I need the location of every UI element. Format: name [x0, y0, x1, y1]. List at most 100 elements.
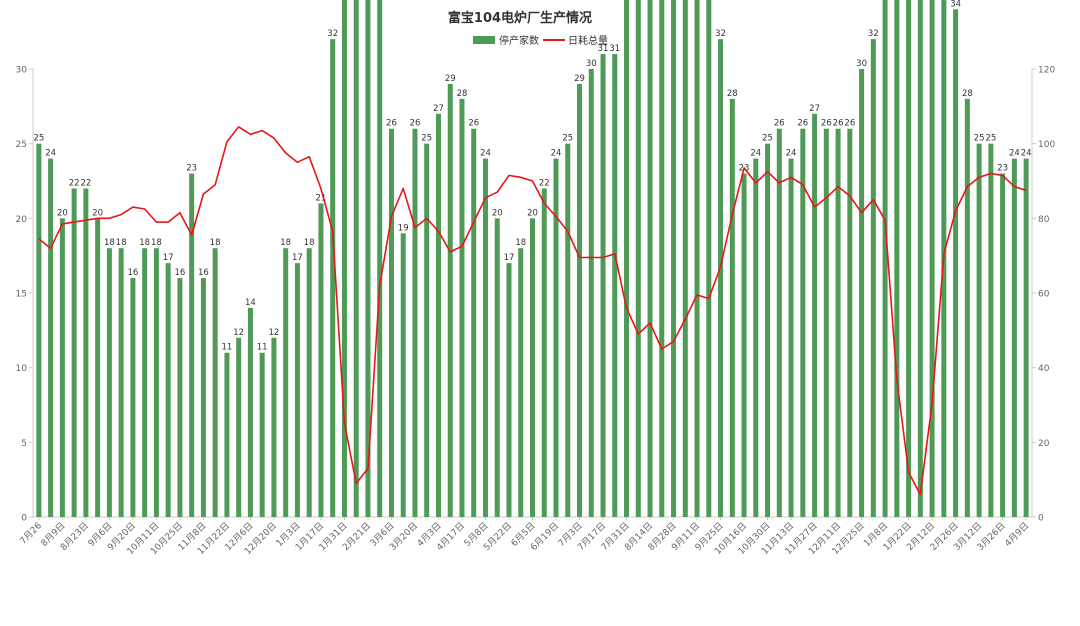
bar-data-label: 18	[304, 238, 315, 248]
bar	[859, 69, 865, 517]
bar	[142, 248, 148, 517]
bar-data-label: 17	[504, 253, 515, 263]
bar	[118, 248, 124, 517]
bar	[435, 113, 441, 518]
bar	[765, 143, 771, 517]
line-series	[38, 126, 1027, 496]
bar	[294, 263, 300, 517]
bar	[530, 218, 535, 518]
bar-data-label: 24	[750, 149, 761, 159]
bar	[882, 0, 888, 518]
bar-data-label: 17	[292, 253, 303, 263]
bar-data-label: 18	[210, 238, 221, 248]
bar-data-label: 19	[398, 223, 409, 233]
bar	[330, 39, 336, 518]
bar	[341, 0, 347, 518]
bar-data-label: 30	[586, 59, 597, 69]
bar	[1000, 173, 1006, 518]
legend-label-bars: 停产家数	[499, 34, 539, 47]
bar	[894, 0, 900, 518]
left-axis-tick-label: 15	[16, 290, 27, 300]
bar	[353, 0, 359, 517]
bar	[635, 0, 641, 518]
bar	[200, 278, 206, 517]
bar-data-label: 32	[327, 29, 338, 39]
bar-data-label: 34	[950, 0, 961, 9]
right-axis-tick-label: 60	[1038, 290, 1050, 300]
bar-data-label: 27	[433, 104, 444, 114]
x-axis-tick-label: 4月9日	[1003, 520, 1032, 549]
bar	[95, 218, 101, 518]
bar	[471, 128, 477, 517]
bar	[718, 39, 724, 518]
bar-data-label: 26	[468, 119, 479, 129]
bar-data-label: 18	[116, 238, 127, 248]
bar	[624, 0, 630, 517]
bar	[612, 54, 618, 518]
bar	[283, 248, 289, 517]
bar	[988, 143, 994, 517]
legend-label-line: 日耗总量	[568, 34, 608, 47]
bar	[412, 128, 418, 517]
bar-data-label: 25	[421, 134, 432, 144]
bar-data-label: 17	[163, 253, 174, 263]
bar	[494, 218, 500, 518]
bar-data-label: 31	[609, 44, 620, 54]
chart-title: 富宝104电炉厂生产情况	[448, 10, 592, 26]
bar-data-label: 12	[269, 328, 280, 338]
bar	[59, 218, 65, 518]
axes: 0 5 10 15 20 25 30 0 20 40 60 80 100 120	[16, 66, 1056, 524]
bar-data-label: 24	[551, 149, 562, 159]
bar-data-label: 26	[386, 119, 397, 129]
right-axis-tick-label: 0	[1038, 514, 1044, 524]
bar	[682, 0, 688, 517]
bar-data-label: 25	[762, 134, 773, 144]
bar-data-label: 18	[280, 238, 291, 248]
bar-data-label: 16	[174, 268, 185, 278]
right-axis-tick-label: 100	[1038, 140, 1055, 150]
bar-data-label: 22	[80, 178, 91, 188]
bar-data-label: 20	[57, 208, 68, 218]
bar	[271, 337, 277, 517]
bar	[929, 0, 935, 517]
right-axis-tick-label: 80	[1038, 215, 1050, 225]
bar-data-label: 25	[985, 134, 996, 144]
bar	[976, 143, 982, 517]
bar-data-label: 24	[45, 149, 56, 159]
bar	[953, 9, 959, 518]
bar-data-label: 22	[69, 178, 80, 188]
bar-data-label: 20	[92, 208, 103, 218]
bar	[870, 39, 876, 518]
bar	[588, 69, 594, 517]
bar	[247, 307, 253, 517]
bar-data-label: 12	[233, 328, 244, 338]
bar-data-label: 16	[198, 268, 209, 278]
bar-data-label: 26	[821, 119, 832, 129]
bar	[189, 173, 195, 518]
bar-data-label: 29	[574, 74, 585, 84]
bar	[776, 128, 782, 517]
bar	[259, 352, 265, 517]
bar-data-label: 26	[833, 119, 844, 129]
bar-series	[36, 0, 1029, 518]
bar	[553, 158, 559, 517]
bar	[153, 248, 159, 517]
bar	[823, 128, 829, 517]
bar	[835, 128, 841, 517]
bar	[847, 128, 853, 517]
left-axis-tick-label: 5	[21, 439, 27, 449]
bar	[518, 248, 524, 517]
bar	[130, 278, 136, 517]
bar	[306, 248, 312, 517]
bar-data-label: 23	[186, 164, 197, 174]
bar	[212, 248, 218, 517]
bar	[318, 203, 324, 517]
bar-data-label: 24	[480, 149, 491, 159]
bar-data-label: 25	[974, 134, 985, 144]
bar-data-label: 20	[527, 208, 538, 218]
bar-data-label: 16	[127, 268, 138, 278]
bar-data-label: 22	[539, 178, 550, 188]
bar	[541, 188, 547, 517]
